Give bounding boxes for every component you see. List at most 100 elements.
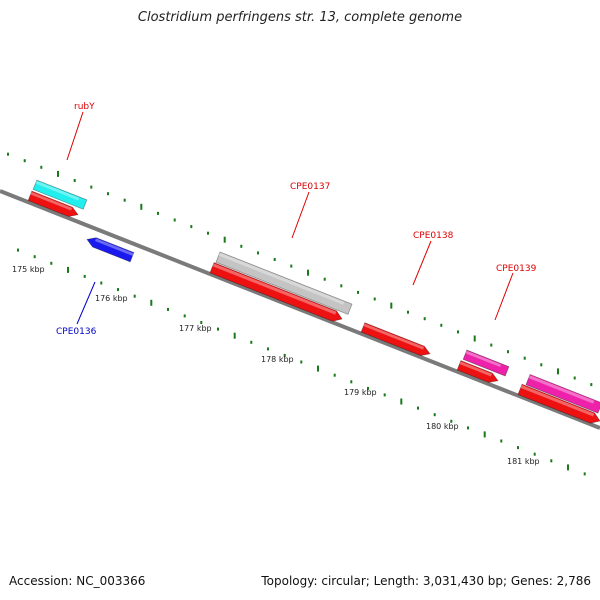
lower-tick	[350, 380, 353, 384]
lower-tick	[317, 365, 319, 372]
upper-tick	[157, 211, 159, 215]
lower-tick	[83, 274, 86, 278]
lower-tick	[450, 419, 453, 423]
gene-leader-cpe0138	[412, 240, 432, 286]
gene-cds-right-bar[interactable]	[525, 373, 600, 414]
scale-label-178: 178 kbp	[261, 355, 294, 364]
upper-tick	[7, 152, 9, 156]
cds-cpe0137[interactable]	[209, 262, 344, 325]
gene-cpe0139-bar-highlight	[465, 350, 502, 368]
gene-label-cpe0136[interactable]: CPE0136	[56, 327, 97, 337]
upper-tick	[373, 297, 376, 301]
cds-cpe0139-highlight	[459, 361, 493, 377]
upper-tick	[307, 269, 309, 276]
cds-ruby-shape	[27, 190, 79, 217]
lower-tick	[300, 360, 303, 364]
lower-tick	[67, 266, 69, 273]
scale-label-175: 175 kbp	[12, 265, 45, 274]
scale-label-176: 176 kbp	[95, 294, 128, 303]
gene-label-cpe0138[interactable]: CPE0138	[413, 231, 454, 241]
upper-tick-track	[7, 152, 593, 387]
cds-right-highlight	[520, 385, 595, 417]
gene-ruby-bar[interactable]	[32, 179, 88, 210]
scale-label-180: 180 kbp	[426, 422, 459, 431]
cds-cpe0139[interactable]	[456, 360, 500, 386]
upper-tick	[23, 159, 26, 163]
feature-track	[27, 179, 600, 426]
gene-label-cpe0139[interactable]: CPE0139	[496, 264, 537, 274]
upper-tick	[523, 356, 526, 360]
lower-tick	[150, 299, 153, 306]
lower-tick	[283, 353, 286, 357]
scale-labels: 175 kbp 176 kbp 177 kbp 178 kbp 179 kbp …	[12, 265, 540, 466]
lower-tick	[133, 294, 136, 298]
cds-right-shape	[517, 383, 600, 424]
gene-cpe0139-bar[interactable]	[462, 349, 510, 377]
scale-label-179: 179 kbp	[344, 388, 377, 397]
lower-tick	[533, 452, 536, 456]
cds-right[interactable]	[517, 383, 600, 426]
upper-tick	[207, 231, 209, 235]
upper-tick	[257, 251, 259, 255]
lower-tick	[550, 459, 553, 463]
upper-tick	[223, 236, 226, 243]
lower-tick	[250, 340, 253, 344]
upper-tick	[490, 343, 493, 347]
lower-tick	[50, 261, 53, 265]
upper-tick	[323, 277, 326, 281]
upper-tick	[340, 284, 343, 288]
upper-tick	[57, 170, 59, 177]
cds-cpe0138[interactable]	[360, 322, 432, 359]
upper-tick	[590, 383, 593, 387]
cds-cpe0137-highlight	[212, 263, 337, 315]
lower-tick	[433, 413, 436, 417]
lower-tick	[33, 255, 36, 259]
cds-cpe0136[interactable]	[85, 235, 135, 263]
upper-tick	[240, 244, 243, 248]
gene-leader-cpe0136	[76, 281, 96, 325]
cds-cpe0136-highlight	[94, 238, 134, 256]
gene-cds-right-bar-shape	[525, 373, 600, 414]
lower-tick	[517, 446, 519, 450]
backbone	[0, 189, 600, 430]
upper-tick	[107, 192, 109, 196]
cds-cpe0136-shape	[86, 237, 135, 263]
lower-tick	[500, 439, 503, 443]
lower-tick	[200, 321, 203, 324]
gene-ruby-bar-shape	[32, 179, 88, 210]
lower-tick	[100, 281, 103, 285]
lower-tick	[267, 347, 269, 351]
upper-tick	[423, 317, 426, 321]
gene-ruby-bar-highlight	[35, 180, 80, 201]
gene-label-cpe0137[interactable]: CPE0137	[290, 182, 330, 192]
cds-cpe0138-shape	[360, 322, 431, 356]
gene-leader-cpe0137	[291, 191, 310, 239]
gene-cpe0137-bar[interactable]	[215, 251, 353, 315]
upper-tick	[440, 323, 443, 327]
upper-tick	[407, 310, 409, 314]
upper-tick	[40, 165, 43, 169]
gene-cpe0137-bar-shape	[215, 251, 353, 315]
upper-tick	[540, 363, 543, 367]
lower-tick	[167, 307, 169, 311]
upper-tick	[123, 198, 126, 202]
lower-tick	[467, 426, 469, 430]
lower-tick	[417, 406, 419, 410]
lower-tick	[333, 373, 336, 377]
upper-tick	[290, 264, 293, 268]
backbone-line	[0, 189, 600, 430]
gene-cds-right-bar-highlight	[528, 375, 595, 404]
upper-tick	[390, 302, 393, 309]
scale-label-177: 177 kbp	[179, 324, 212, 333]
cds-ruby[interactable]	[27, 190, 80, 219]
gene-leader-cpe0139	[494, 272, 514, 321]
cds-cpe0137-shape	[209, 262, 343, 322]
lower-tick	[117, 288, 119, 292]
lower-tick	[483, 431, 486, 438]
gene-label-ruby[interactable]: rubY	[74, 102, 95, 112]
lower-tick	[233, 332, 236, 339]
lower-tick	[583, 472, 586, 476]
upper-tick	[140, 203, 143, 210]
